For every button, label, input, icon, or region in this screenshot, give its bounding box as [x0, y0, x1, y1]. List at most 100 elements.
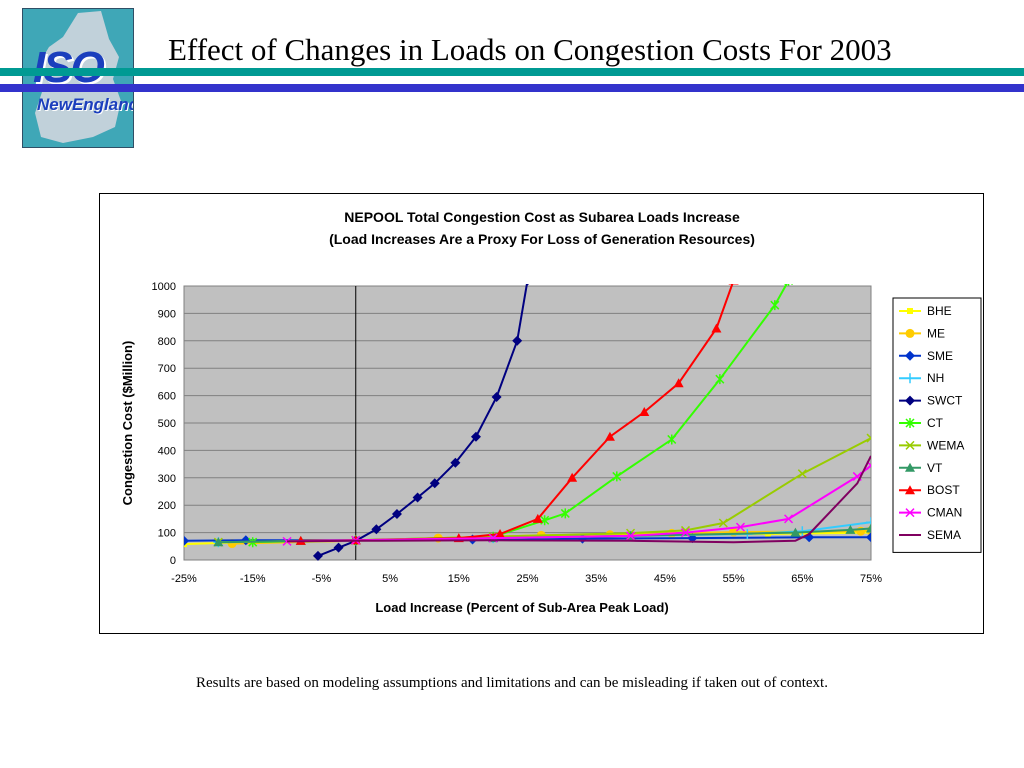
- y-tick-label: 100: [158, 528, 176, 540]
- iso-new-england-logo: ISO NewEngland: [22, 8, 134, 148]
- y-tick-label: 400: [158, 445, 176, 457]
- legend-item-swct: SWCT: [899, 394, 963, 408]
- congestion-cost-chart: NEPOOL Total Congestion Cost as Subarea …: [120, 209, 982, 615]
- data-point-swct: [512, 335, 523, 346]
- data-point-cman: [626, 531, 636, 541]
- data-point-bost: [495, 528, 506, 538]
- legend-item-vt: VT: [899, 461, 943, 475]
- legend-label: ME: [927, 326, 945, 340]
- legend-item-nh: NH: [899, 371, 944, 385]
- legend-item-bhe: BHE: [899, 304, 952, 318]
- x-tick-label: -5%: [312, 573, 332, 585]
- series-line-sme: [184, 536, 871, 542]
- data-point-swct: [470, 431, 481, 442]
- data-point-ct: [560, 508, 570, 519]
- legend-label: CMAN: [927, 506, 962, 520]
- data-point-swct: [391, 508, 402, 519]
- legend-marker: [905, 440, 915, 450]
- legend-label: NH: [927, 371, 944, 385]
- data-point-vt: [790, 527, 801, 537]
- data-point-bost: [639, 407, 650, 417]
- data-point-cman: [735, 522, 746, 532]
- y-tick-label: 800: [158, 336, 176, 348]
- x-tick-label: -15%: [240, 573, 266, 585]
- data-point-ct: [784, 284, 794, 286]
- legend-marker: [905, 418, 915, 428]
- legend-marker: [905, 485, 915, 495]
- legend-label: CT: [927, 416, 944, 430]
- series-sema: [287, 455, 871, 544]
- x-tick-label: 55%: [723, 573, 745, 585]
- data-point-bost: [567, 472, 578, 482]
- chart-legend: BHE ME SME NH SWCT CT WEMA VT BOST CMAN SEMA: [892, 297, 982, 553]
- y-tick-label: 900: [158, 308, 176, 320]
- legend-item-wema: WEMA: [899, 438, 964, 452]
- footnote: Results are based on modeling assumption…: [196, 675, 828, 691]
- data-point-sme: [866, 532, 871, 543]
- y-tick-label: 500: [158, 418, 176, 430]
- data-point-nh: [866, 517, 871, 528]
- legend-item-sme: SME: [899, 349, 953, 363]
- series-cman: [282, 460, 871, 546]
- chart-subtitle: (Load Increases Are a Proxy For Loss of …: [329, 231, 755, 247]
- data-point-bost: [604, 431, 615, 441]
- data-point-swct: [371, 524, 382, 535]
- data-point-swct: [429, 478, 440, 489]
- x-tick-label: 5%: [382, 573, 398, 585]
- data-point-cman: [282, 536, 292, 546]
- data-point-swct: [312, 550, 323, 561]
- data-point-sme: [687, 533, 698, 544]
- data-point-wema: [797, 469, 807, 479]
- logo-iso-text: ISO: [33, 43, 105, 93]
- y-tick-label: 200: [158, 500, 176, 512]
- x-tick-label: 65%: [791, 573, 813, 585]
- data-point-cman: [680, 528, 691, 538]
- legend-marker: [905, 373, 915, 384]
- y-tick-label: 700: [158, 363, 176, 375]
- data-point-vt: [866, 523, 871, 533]
- legend-item-me: ME: [899, 326, 945, 340]
- y-tick-label: 300: [158, 473, 176, 485]
- chart-title: NEPOOL Total Congestion Cost as Subarea …: [344, 209, 740, 225]
- y-tick-label: 1000: [152, 281, 176, 293]
- series-line-sema: [287, 455, 871, 544]
- data-point-ct: [715, 374, 725, 385]
- page-title: Effect of Changes in Loads on Congestion…: [168, 32, 892, 67]
- legend-marker: [905, 350, 915, 361]
- y-tick-label: 0: [170, 555, 176, 567]
- legend-marker: [905, 395, 915, 406]
- data-point-bost: [532, 513, 543, 523]
- data-point-swct: [333, 542, 344, 553]
- legend-label: BOST: [927, 483, 960, 497]
- data-point-swct: [450, 457, 461, 468]
- x-tick-label: 15%: [448, 573, 470, 585]
- x-tick-label: -25%: [171, 573, 197, 585]
- y-tick-label: 600: [158, 391, 176, 403]
- new-england-map-icon: [35, 11, 121, 143]
- legend-marker: [905, 462, 915, 472]
- data-point-vt: [213, 537, 224, 547]
- legend-label: SWCT: [927, 394, 963, 408]
- x-tick-label: 75%: [860, 573, 882, 585]
- data-point-swct: [491, 391, 502, 402]
- data-point-sme: [184, 535, 189, 546]
- data-point-ct: [667, 434, 677, 445]
- data-point-swct: [412, 492, 423, 503]
- data-point-wema: [718, 518, 728, 528]
- legend-label: SME: [927, 349, 953, 363]
- data-point-vt: [845, 524, 856, 534]
- header-teal-rule: [0, 68, 1024, 76]
- legend-label: VT: [927, 461, 943, 475]
- x-tick-label: 35%: [585, 573, 607, 585]
- data-point-bost: [673, 378, 684, 388]
- y-axis-label: Congestion Cost ($Million): [120, 341, 135, 506]
- chart-frame: NEPOOL Total Congestion Cost as Subarea …: [99, 193, 984, 634]
- legend-label: SEMA: [927, 528, 961, 542]
- legend-item-cman: CMAN: [899, 506, 962, 520]
- data-point-ct: [770, 300, 780, 311]
- legend-item-sema: SEMA: [899, 528, 961, 542]
- legend-item-ct: CT: [899, 416, 944, 430]
- data-point-swct: [525, 284, 530, 286]
- legend-label: WEMA: [927, 438, 964, 452]
- logo-new-england-text: NewEngland: [37, 95, 134, 114]
